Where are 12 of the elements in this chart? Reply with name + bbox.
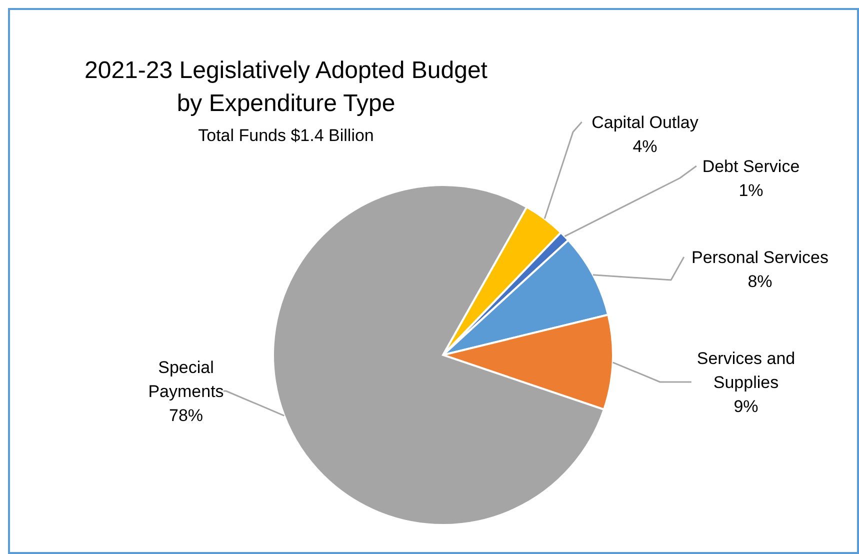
slice-label: Services and Supplies — [696, 349, 796, 392]
slice-label: Personal Services — [691, 248, 829, 267]
data-label: 8% — [748, 272, 772, 291]
data-label: 78% — [168, 406, 204, 425]
data-label: 4% — [632, 137, 658, 156]
data-label: 1% — [738, 181, 764, 200]
data-label: 9% — [734, 397, 758, 416]
slice-label: Capital Outlay — [592, 113, 699, 132]
slice-label: Special Payments — [148, 358, 224, 401]
chart-title: 2021-23 Legislatively Adopted Budget by Expenditure Type — [84, 57, 488, 117]
text: Total Funds $1.4 Billion — [198, 126, 374, 145]
slice-label: Debt Service — [702, 157, 800, 176]
